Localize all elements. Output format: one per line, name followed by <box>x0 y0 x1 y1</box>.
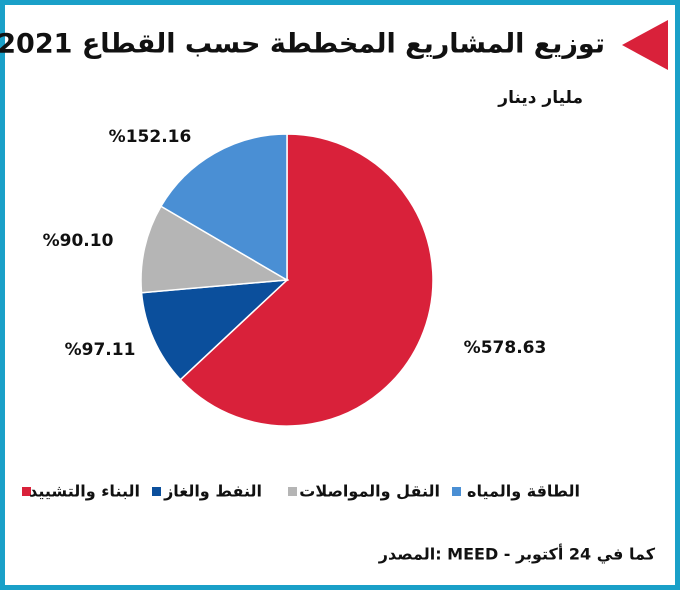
legend-swatch <box>22 487 31 496</box>
legend-swatch <box>288 487 297 496</box>
subtitle: مليار دينار <box>497 88 583 108</box>
title-marker <box>622 20 668 70</box>
legend-label: النقل والمواصلات <box>299 482 440 501</box>
legend-label: النفط والغاز <box>163 482 262 501</box>
legend-swatch <box>152 487 161 496</box>
legend-label: الطاقة والمياه <box>467 482 580 501</box>
pie-slice <box>140 279 290 381</box>
data-label: %578.63 <box>464 338 547 358</box>
data-label: %97.11 <box>65 340 136 360</box>
source-note: المصدر: MEED - كما في 24 أكتوبر <box>378 544 656 565</box>
pie-slice <box>140 205 290 294</box>
pie-slice <box>179 133 434 427</box>
chart-title: 2021 توزيع المشاريع المخططة حسب القطاع <box>0 29 605 60</box>
legend-swatch <box>452 487 461 496</box>
pie-slice <box>159 133 288 282</box>
data-label: %90.10 <box>43 231 114 251</box>
data-label: %152.16 <box>109 127 192 147</box>
legend-label: البناء والتشييد <box>29 482 140 501</box>
